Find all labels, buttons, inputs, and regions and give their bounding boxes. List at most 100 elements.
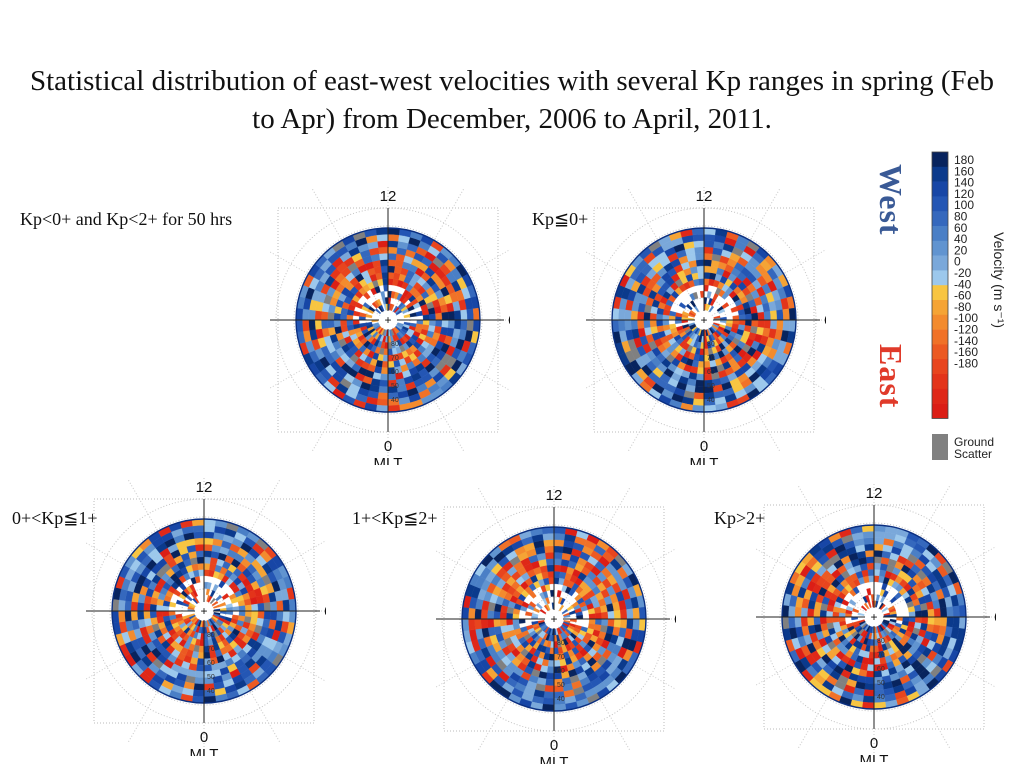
velocity-cell [387, 272, 395, 279]
velocity-cell [696, 265, 705, 273]
velocity-cell [340, 319, 347, 327]
polar-plot-kp-le0: +8070605040120186MLT [552, 168, 856, 472]
velocity-cell [376, 398, 389, 406]
velocity-cell [203, 544, 213, 552]
velocity-cell [543, 539, 555, 547]
velocity-cell [382, 278, 389, 286]
velocity-cell [245, 610, 252, 618]
colorbar-tick-label: -60 [954, 289, 972, 303]
velocity-cell [694, 386, 705, 394]
velocity-cell [558, 604, 565, 612]
velocity-cell [595, 618, 602, 626]
velocity-cell [703, 253, 713, 261]
velocity-cell [308, 319, 316, 331]
lat-ring-label: 40 [707, 397, 715, 404]
velocity-cell [379, 379, 389, 387]
velocity-cell [415, 310, 424, 317]
lat-ring-label: 60 [557, 668, 565, 675]
velocity-cell [245, 604, 252, 612]
velocity-cell [203, 652, 211, 659]
colorbar-segment [932, 359, 948, 375]
velocity-cell [553, 558, 563, 566]
velocity-cell [168, 610, 176, 616]
lat-ring-label: 70 [877, 652, 885, 659]
velocity-cell [327, 311, 335, 321]
velocity-cell [137, 602, 145, 612]
velocity-cell [387, 234, 400, 242]
velocity-cell [118, 599, 126, 612]
velocity-cell [460, 319, 468, 331]
velocity-cell [788, 616, 796, 629]
colorbar-segment [932, 181, 948, 197]
ground-scatter-label: Scatter [954, 447, 992, 461]
velocity-cell [794, 616, 802, 628]
velocity-cell [192, 525, 205, 533]
velocity-cell [695, 379, 705, 387]
velocity-cell [263, 610, 271, 620]
velocity-cell [193, 531, 205, 539]
velocity-cell [946, 616, 954, 628]
velocity-cell [826, 616, 833, 624]
velocity-cell [866, 562, 875, 570]
mlt-axis-title: MLT [540, 754, 569, 764]
velocity-cell [544, 545, 555, 553]
velocity-cell [865, 550, 875, 558]
velocity-cell [499, 611, 507, 620]
velocity-cell [662, 319, 670, 326]
velocity-cell [387, 253, 397, 261]
velocity-cell [195, 664, 205, 672]
velocity-cell [124, 600, 132, 612]
polar-plot-kp-lt0-lt2: +8070605040120186MLT [236, 168, 540, 472]
velocity-cell [703, 284, 709, 292]
lat-ring-label: 70 [557, 654, 565, 661]
velocity-cell [738, 314, 746, 321]
velocity-cell [429, 319, 436, 327]
velocity-cell [717, 308, 726, 314]
velocity-cell [873, 658, 881, 665]
velocity-cell [381, 361, 389, 368]
polar-plot-kp-0-1: +8070605040120186MLT [52, 459, 356, 763]
velocity-cell [933, 608, 941, 618]
velocity-cell [553, 571, 561, 578]
velocity-cell [866, 664, 875, 672]
velocity-cell [678, 302, 687, 309]
colorbar-segment [932, 196, 948, 212]
velocity-cell [864, 683, 875, 691]
east-label: East [873, 344, 909, 409]
velocity-cell [556, 590, 562, 598]
velocity-cell [377, 392, 389, 400]
velocity-cell [314, 319, 322, 330]
colorbar-segment [932, 166, 948, 182]
colorbar-segment [932, 240, 948, 256]
colorbar-tick-label: -40 [954, 277, 972, 291]
colorbar-tick-label: -100 [954, 311, 978, 325]
slide-title: Statistical distribution of east-west ve… [29, 65, 995, 135]
colorbar-segment [932, 285, 948, 301]
panel-label: Kp≦0+ [532, 209, 589, 229]
velocity-cell [632, 607, 640, 620]
colorbar-tick-label: -20 [954, 266, 972, 280]
velocity-cell [643, 311, 651, 321]
velocity-cell [528, 601, 537, 608]
velocity-cell [327, 319, 335, 329]
velocity-cell [927, 616, 935, 626]
velocity-cell [333, 312, 341, 321]
velocity-cell [692, 291, 699, 300]
west-label: West [873, 164, 909, 236]
velocity-cell [232, 606, 240, 612]
velocity-cell [553, 539, 565, 547]
velocity-cell [632, 618, 640, 631]
velocity-cell [447, 311, 455, 321]
colorbar-segment [932, 374, 948, 390]
velocity-cell [130, 610, 138, 621]
mlt-label-0: 0 [550, 737, 558, 754]
velocity-cell [703, 272, 711, 279]
velocity-cell [721, 302, 730, 309]
velocity-cell [387, 265, 396, 273]
ground-scatter-label: Ground [954, 435, 994, 449]
mlt-label-0: 0 [700, 438, 708, 455]
velocity-cell [692, 398, 705, 406]
velocity-cells [781, 524, 967, 710]
velocity-cell [474, 618, 482, 630]
velocity-cell [703, 361, 711, 368]
